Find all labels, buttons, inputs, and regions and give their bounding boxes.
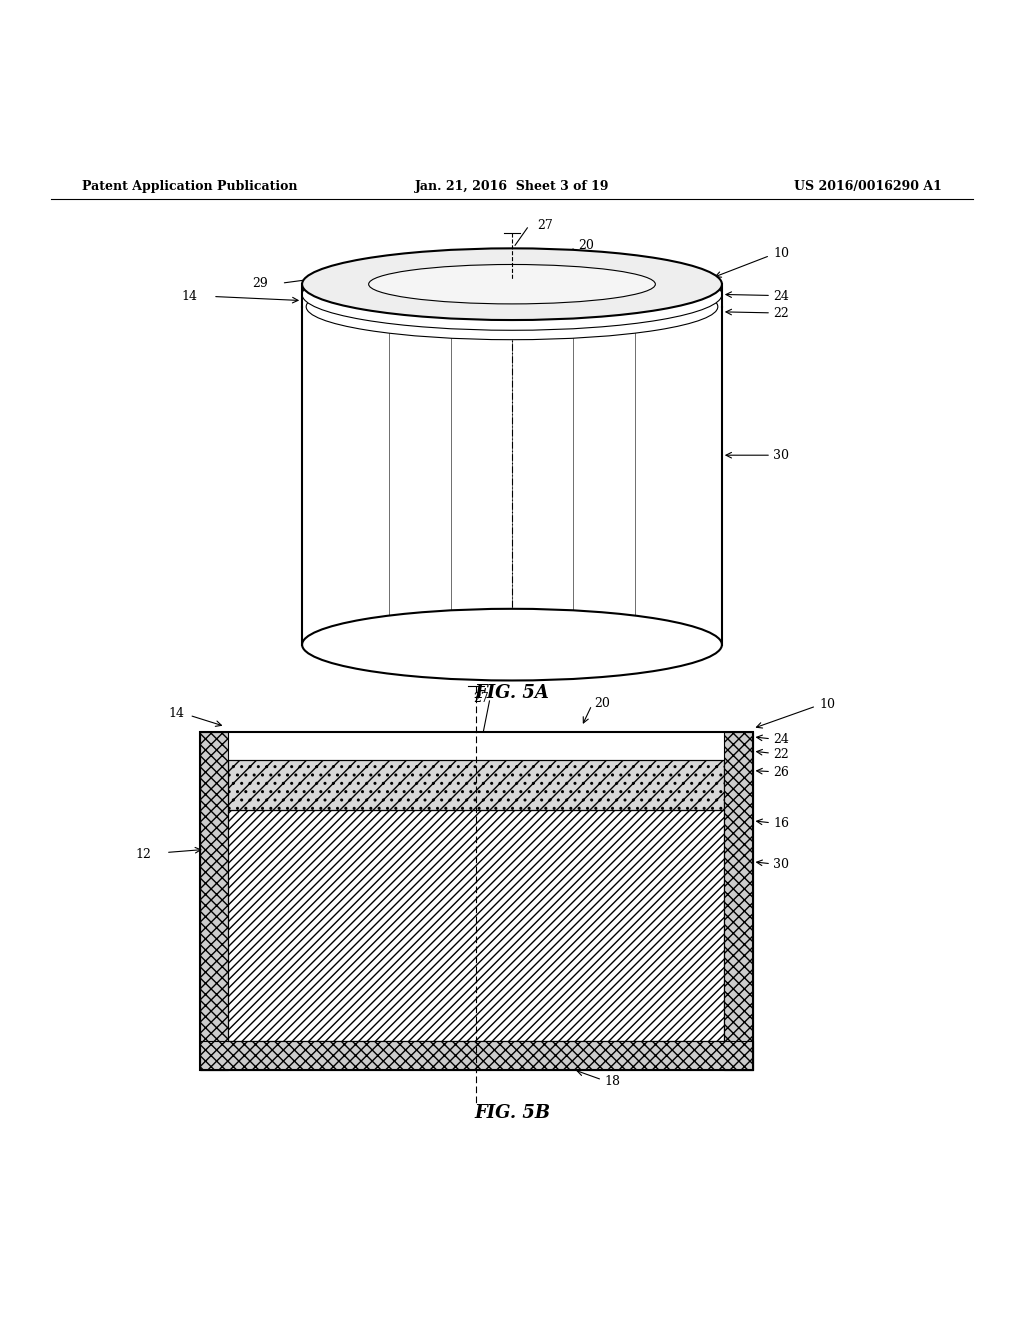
- Text: 14: 14: [181, 290, 198, 304]
- Text: 20: 20: [579, 239, 595, 252]
- Bar: [200, 731, 753, 1069]
- Ellipse shape: [302, 248, 722, 319]
- Text: 30: 30: [773, 858, 790, 871]
- Bar: [724, 731, 753, 1069]
- Text: 22: 22: [773, 308, 788, 321]
- Text: 27: 27: [538, 219, 553, 232]
- Text: 26: 26: [773, 766, 790, 779]
- Bar: [228, 760, 724, 809]
- Text: 10: 10: [773, 247, 790, 260]
- Text: 16: 16: [773, 817, 790, 830]
- Ellipse shape: [302, 259, 722, 330]
- Text: 18: 18: [604, 1076, 621, 1089]
- Bar: [228, 809, 724, 1041]
- Text: 20: 20: [594, 697, 610, 710]
- Text: 24: 24: [773, 290, 790, 304]
- Bar: [200, 731, 228, 1069]
- Text: FIG. 5A: FIG. 5A: [474, 684, 550, 702]
- Polygon shape: [302, 306, 722, 644]
- Text: 10: 10: [819, 697, 836, 710]
- Ellipse shape: [302, 609, 722, 681]
- Text: 14: 14: [168, 706, 184, 719]
- Bar: [200, 731, 753, 1069]
- Ellipse shape: [306, 273, 718, 339]
- Text: 24: 24: [773, 734, 790, 746]
- Text: Patent Application Publication: Patent Application Publication: [82, 181, 297, 194]
- Text: 29: 29: [253, 277, 268, 289]
- Ellipse shape: [369, 264, 655, 304]
- Text: Jan. 21, 2016  Sheet 3 of 19: Jan. 21, 2016 Sheet 3 of 19: [415, 181, 609, 194]
- Text: 22: 22: [773, 747, 788, 760]
- Text: 30: 30: [773, 449, 790, 462]
- Text: US 2016/0016290 A1: US 2016/0016290 A1: [795, 181, 942, 194]
- Bar: [200, 1041, 753, 1069]
- Text: 27: 27: [473, 693, 488, 705]
- Text: 12: 12: [135, 847, 152, 861]
- Text: FIG. 5B: FIG. 5B: [474, 1104, 550, 1122]
